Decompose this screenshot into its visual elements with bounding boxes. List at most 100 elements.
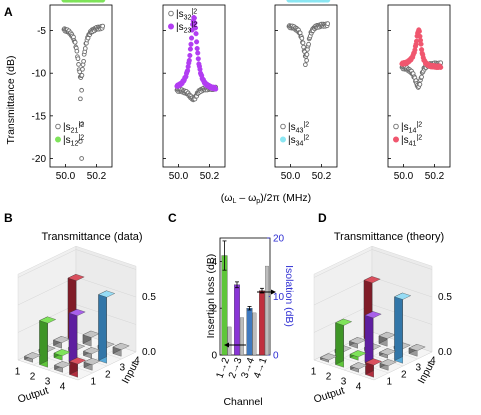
bar: [82, 330, 100, 347]
input-tick-label: 1: [386, 377, 392, 388]
panel-b-title: Transmittance (data): [41, 231, 142, 243]
input-tick-label: 1: [90, 377, 96, 388]
y-tick-label: -20: [32, 154, 47, 165]
bar: [24, 352, 42, 363]
panel-a-y-label: Transmittance (dB): [5, 56, 17, 145]
data-point: [75, 56, 81, 62]
bar: [53, 349, 71, 361]
isolation-bar: [246, 308, 253, 356]
bar: [83, 357, 101, 371]
data-point: [193, 31, 199, 37]
data-point: [100, 0, 106, 3]
data-point: [304, 52, 310, 57]
z-tick-label: 0.0: [438, 347, 452, 358]
bar-face-top: [320, 353, 338, 361]
right-axis-arrowhead: [271, 289, 276, 295]
legend: |s43|2|s34|2: [280, 122, 309, 148]
bar-face-top: [112, 342, 130, 350]
x-label-sub-p: p: [256, 198, 260, 205]
z-tick-label: 0.0: [142, 347, 156, 358]
grid-line: [313, 304, 373, 333]
bar-face-top: [24, 352, 42, 360]
bar-face-side: [68, 308, 78, 363]
bar: [350, 362, 368, 373]
x-tick-label: 50.0: [394, 171, 414, 182]
legend-sup: |2: [303, 122, 309, 129]
data-point: [82, 46, 88, 51]
legend: |s14|2|s41|2: [393, 122, 422, 148]
bar: [335, 318, 353, 368]
data-point: [81, 58, 86, 64]
legend-sup: |2: [191, 9, 197, 16]
bar: [112, 342, 130, 357]
legend-sup: |2: [191, 22, 197, 29]
bar-face-side: [364, 311, 374, 363]
legend-abs: |s: [288, 122, 296, 133]
legend: |s32|2|s23|2: [168, 9, 197, 35]
bar-face-top: [349, 350, 367, 358]
left-tick-label: 2: [211, 304, 217, 315]
series-s122: [61, 0, 106, 3]
left-tick-label: 4: [211, 257, 217, 268]
data-point: [188, 41, 194, 47]
grid-line: [313, 249, 373, 278]
legend-sub: 43: [296, 128, 304, 135]
panel-a-transmittance: Transmittance (dB) (ωL – ωp)/2π (MHz) -5…: [5, 0, 451, 205]
legend-abs: |s: [63, 135, 71, 146]
bar: [408, 343, 426, 357]
grid-line: [313, 276, 373, 306]
data-point: [189, 35, 195, 41]
legend-sub: 12: [71, 141, 79, 148]
input-tick-label: 4: [134, 356, 140, 367]
input-tick-label: 3: [119, 363, 125, 374]
legend-label: |s32|2: [176, 9, 197, 22]
legend-label: |s23|2: [176, 22, 197, 35]
panel-b-data-bars: Transmittance (data) 0.00.51 2 3 4 1234Outpu…: [15, 231, 157, 406]
input-tick-label: 3: [415, 363, 421, 374]
bar-face-top: [83, 358, 101, 365]
data-point: [77, 69, 83, 75]
legend-sub: 34: [296, 141, 304, 148]
legend-abs: |s: [288, 135, 296, 146]
legend-marker: [393, 123, 399, 130]
bar: [349, 337, 367, 349]
bar-face-top: [408, 344, 426, 351]
data-point: [195, 50, 201, 56]
subplot-a3: 50.0 50.2|s43|2|s34|2: [274, 0, 338, 182]
output-tick-label: 2: [30, 372, 36, 383]
series-s412: [399, 27, 444, 71]
bar-face-top: [365, 358, 383, 366]
legend-sub: 32: [184, 15, 192, 22]
data-point: [192, 20, 198, 26]
right-tick-label: 0: [273, 351, 279, 362]
data-point: [194, 39, 200, 45]
data-point: [325, 0, 331, 3]
data-point: [213, 86, 219, 92]
data-point: [100, 23, 106, 29]
insertion-loss-bar: [265, 265, 269, 356]
bar-face-top: [98, 290, 116, 298]
bar: [379, 348, 397, 359]
bar-face-top: [350, 362, 368, 370]
x-tick-label: 50.0: [169, 171, 189, 182]
subplot-a4: 50.0 50.2|s14|2|s41|2: [387, 4, 451, 182]
bar: [54, 361, 72, 373]
panel-d-title: Transmittance (theory): [334, 231, 444, 243]
data-point: [76, 62, 81, 67]
bar: [378, 331, 396, 347]
subplot-frame: [49, 4, 113, 168]
data-point: [187, 52, 193, 59]
x-label-dash: – ω: [236, 192, 256, 204]
y-tick-label: -15: [32, 111, 47, 122]
panel-d-theory-bars: Transmittance (theory) 0.00.51 2 3 4 1234Out…: [311, 231, 453, 406]
bar-face-top: [53, 349, 71, 357]
x-tick-label: 50.0: [281, 171, 301, 182]
bar: [320, 353, 338, 363]
legend-abs: |s: [176, 9, 184, 20]
legend-abs: |s: [401, 122, 409, 133]
x-label-open: (ω: [221, 192, 233, 204]
data-point-outlier: [78, 96, 83, 102]
output-axis-label: Output: [16, 385, 50, 406]
series-s342: [286, 0, 331, 3]
